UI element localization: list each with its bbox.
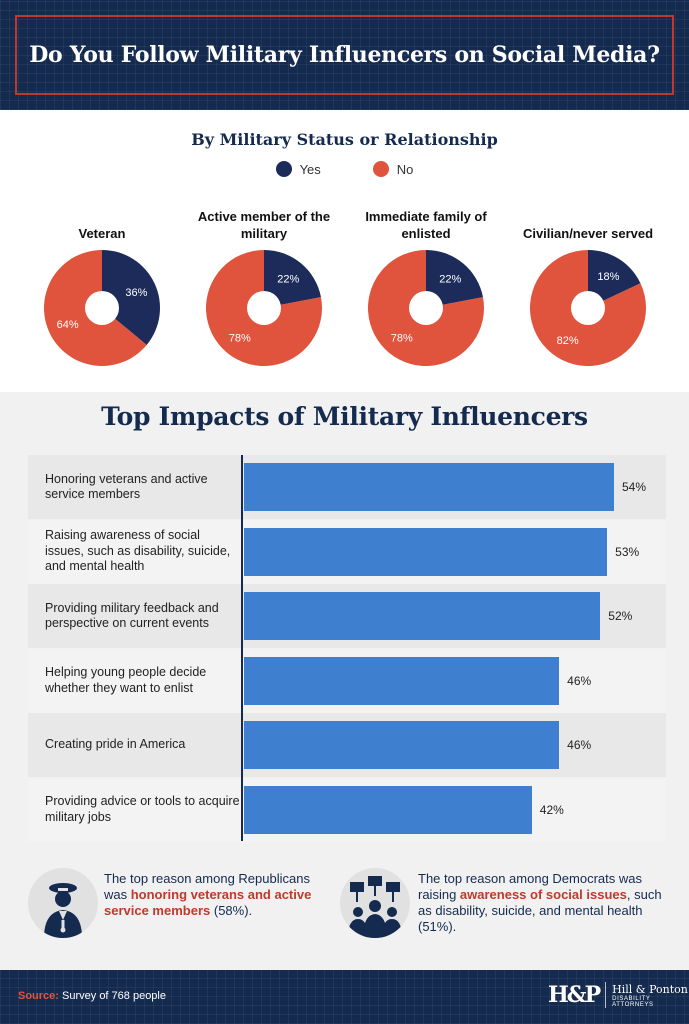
pie-active-member: Active member of the military 22% 78%: [194, 206, 334, 368]
logo-subtitle: Disability Attorneys: [612, 995, 654, 1008]
bar-axis-line: [241, 455, 243, 841]
pie-label: Veteran: [78, 226, 126, 241]
party-notes: The top reason among Republicans was hon…: [0, 856, 689, 968]
legend-swatch-yes: [275, 161, 292, 177]
source-text: Survey of 768 people: [58, 990, 166, 1002]
pie-value-label-no: 64%: [57, 319, 79, 331]
pie-slice-yes: [426, 250, 483, 308]
pie-veteran: Veteran 36% 64%: [32, 206, 172, 368]
bar-category-label: Creating pride in America: [45, 737, 186, 752]
pie-label: Immediate family of enlisted: [365, 209, 487, 241]
header: Do You Follow Military Influencers on So…: [0, 0, 689, 110]
bar: [244, 656, 560, 705]
democrats-note-highlight: awareness of social issues: [459, 887, 627, 902]
pie-value-label-yes: 36%: [125, 287, 147, 299]
bar-row: Helping young people decide whether they…: [28, 648, 666, 713]
pie-slice-yes: [102, 250, 160, 345]
pie-value-label-no: 78%: [391, 332, 413, 344]
pie-section: By Military Status or Relationship Yes N…: [0, 110, 689, 392]
source-note: Source: Survey of 768 people: [18, 990, 166, 1002]
legend-swatch-no: [372, 161, 389, 177]
logo-mark: H&P: [548, 982, 601, 1008]
bar-category-label: Raising awareness of social issues, such…: [45, 528, 231, 574]
bar-value-label: 46%: [567, 673, 592, 688]
legend-item-yes: Yes: [275, 161, 321, 177]
bar-category-label: Helping young people decide whether they…: [45, 665, 207, 695]
bar-row: Creating pride in America 46%: [28, 713, 666, 777]
bar-row: Raising awareness of social issues, such…: [28, 519, 666, 584]
pie-label: Civilian/never served: [522, 226, 654, 241]
logo-name: Hill & Ponton: [612, 982, 688, 996]
donut-hole: [409, 291, 443, 325]
bar-category-label: Providing military feedback and perspect…: [45, 600, 219, 631]
republicans-note: The top reason among Republicans was hon…: [104, 871, 314, 919]
pie-value-label-yes: 22%: [277, 274, 299, 286]
bar-category-label: Providing advice or tools to acquire mil…: [45, 794, 240, 824]
bar: [244, 527, 608, 576]
pie-chart-veteran: 36% 64%: [43, 250, 160, 366]
republicans-note-highlight: honoring veterans and active service mem…: [104, 887, 312, 918]
pie-value-label-no: 78%: [229, 332, 251, 344]
pie-civilian: Civilian/never served 18% 82%: [518, 206, 658, 368]
bar: [244, 463, 614, 511]
company-logo: H&P Hill & Ponton Disability Attorneys: [548, 982, 689, 1008]
pie-value-label-yes: 22%: [439, 274, 461, 286]
pie-section-subtitle: By Military Status or Relationship: [191, 130, 498, 149]
logo-text: Hill & Ponton Disability Attorneys: [612, 983, 689, 1008]
bar-value-label: 42%: [539, 802, 564, 817]
footer: Source: Survey of 768 people H&P Hill & …: [0, 970, 689, 1024]
bar-row: Providing advice or tools to acquire mil…: [28, 777, 666, 842]
republicans-note-text: The top reason among Republicans was: [104, 871, 310, 902]
pie-legend: Yes No: [0, 161, 689, 177]
republicans-note-suffix: (58%).: [210, 903, 253, 918]
bar-value-label: 52%: [608, 609, 633, 623]
impacts-bar-chart: Honoring veterans and active service mem…: [28, 455, 666, 842]
protest-icon: [340, 868, 410, 938]
democrats-note: The top reason among Democrats was raisi…: [418, 871, 668, 935]
bar-row: Providing military feedback and perspect…: [28, 584, 666, 648]
bar-category-label: Honoring veterans and active service mem…: [45, 471, 208, 502]
bar-row: Honoring veterans and active service mem…: [28, 455, 666, 519]
donut-hole: [247, 291, 281, 325]
logo-divider: [605, 982, 607, 1008]
pie-immediate-family: Immediate family of enlisted 22% 78%: [356, 206, 496, 368]
pie-value-label-yes: 18%: [597, 271, 619, 283]
bar-value-label: 54%: [622, 480, 647, 494]
source-label: Source:: [18, 990, 59, 1002]
bar: [244, 721, 560, 769]
democrats-note-suffix: , such as disability, suicide, and menta…: [418, 887, 662, 934]
donut-hole: [571, 291, 605, 325]
legend-label-yes: Yes: [299, 161, 321, 177]
impacts-title: Top Impacts of Military Influencers: [101, 402, 588, 431]
bar-value-label: 46%: [567, 738, 592, 752]
soldier-icon: [28, 868, 98, 938]
pie-slice-yes: [264, 250, 321, 308]
legend-item-no: No: [372, 161, 414, 177]
pie-label: Active member of the military: [197, 209, 331, 241]
democrats-note-text: The top reason among Democrats was raisi…: [418, 871, 642, 902]
pie-chart-civilian: 18% 82%: [530, 250, 646, 366]
title-frame: Do You Follow Military Influencers on So…: [15, 15, 674, 95]
pie-chart-immediate-family: 22% 78%: [368, 250, 484, 366]
page-title: Do You Follow Military Influencers on So…: [29, 42, 660, 68]
pie-chart-active-member: 22% 78%: [206, 250, 322, 366]
pie-value-label-no: 82%: [557, 335, 579, 347]
donut-hole: [85, 291, 119, 325]
bar-value-label: 53%: [615, 544, 640, 559]
bar: [244, 785, 532, 834]
bar: [244, 592, 601, 640]
legend-label-no: No: [396, 161, 414, 177]
pie-slice-yes: [588, 250, 641, 308]
